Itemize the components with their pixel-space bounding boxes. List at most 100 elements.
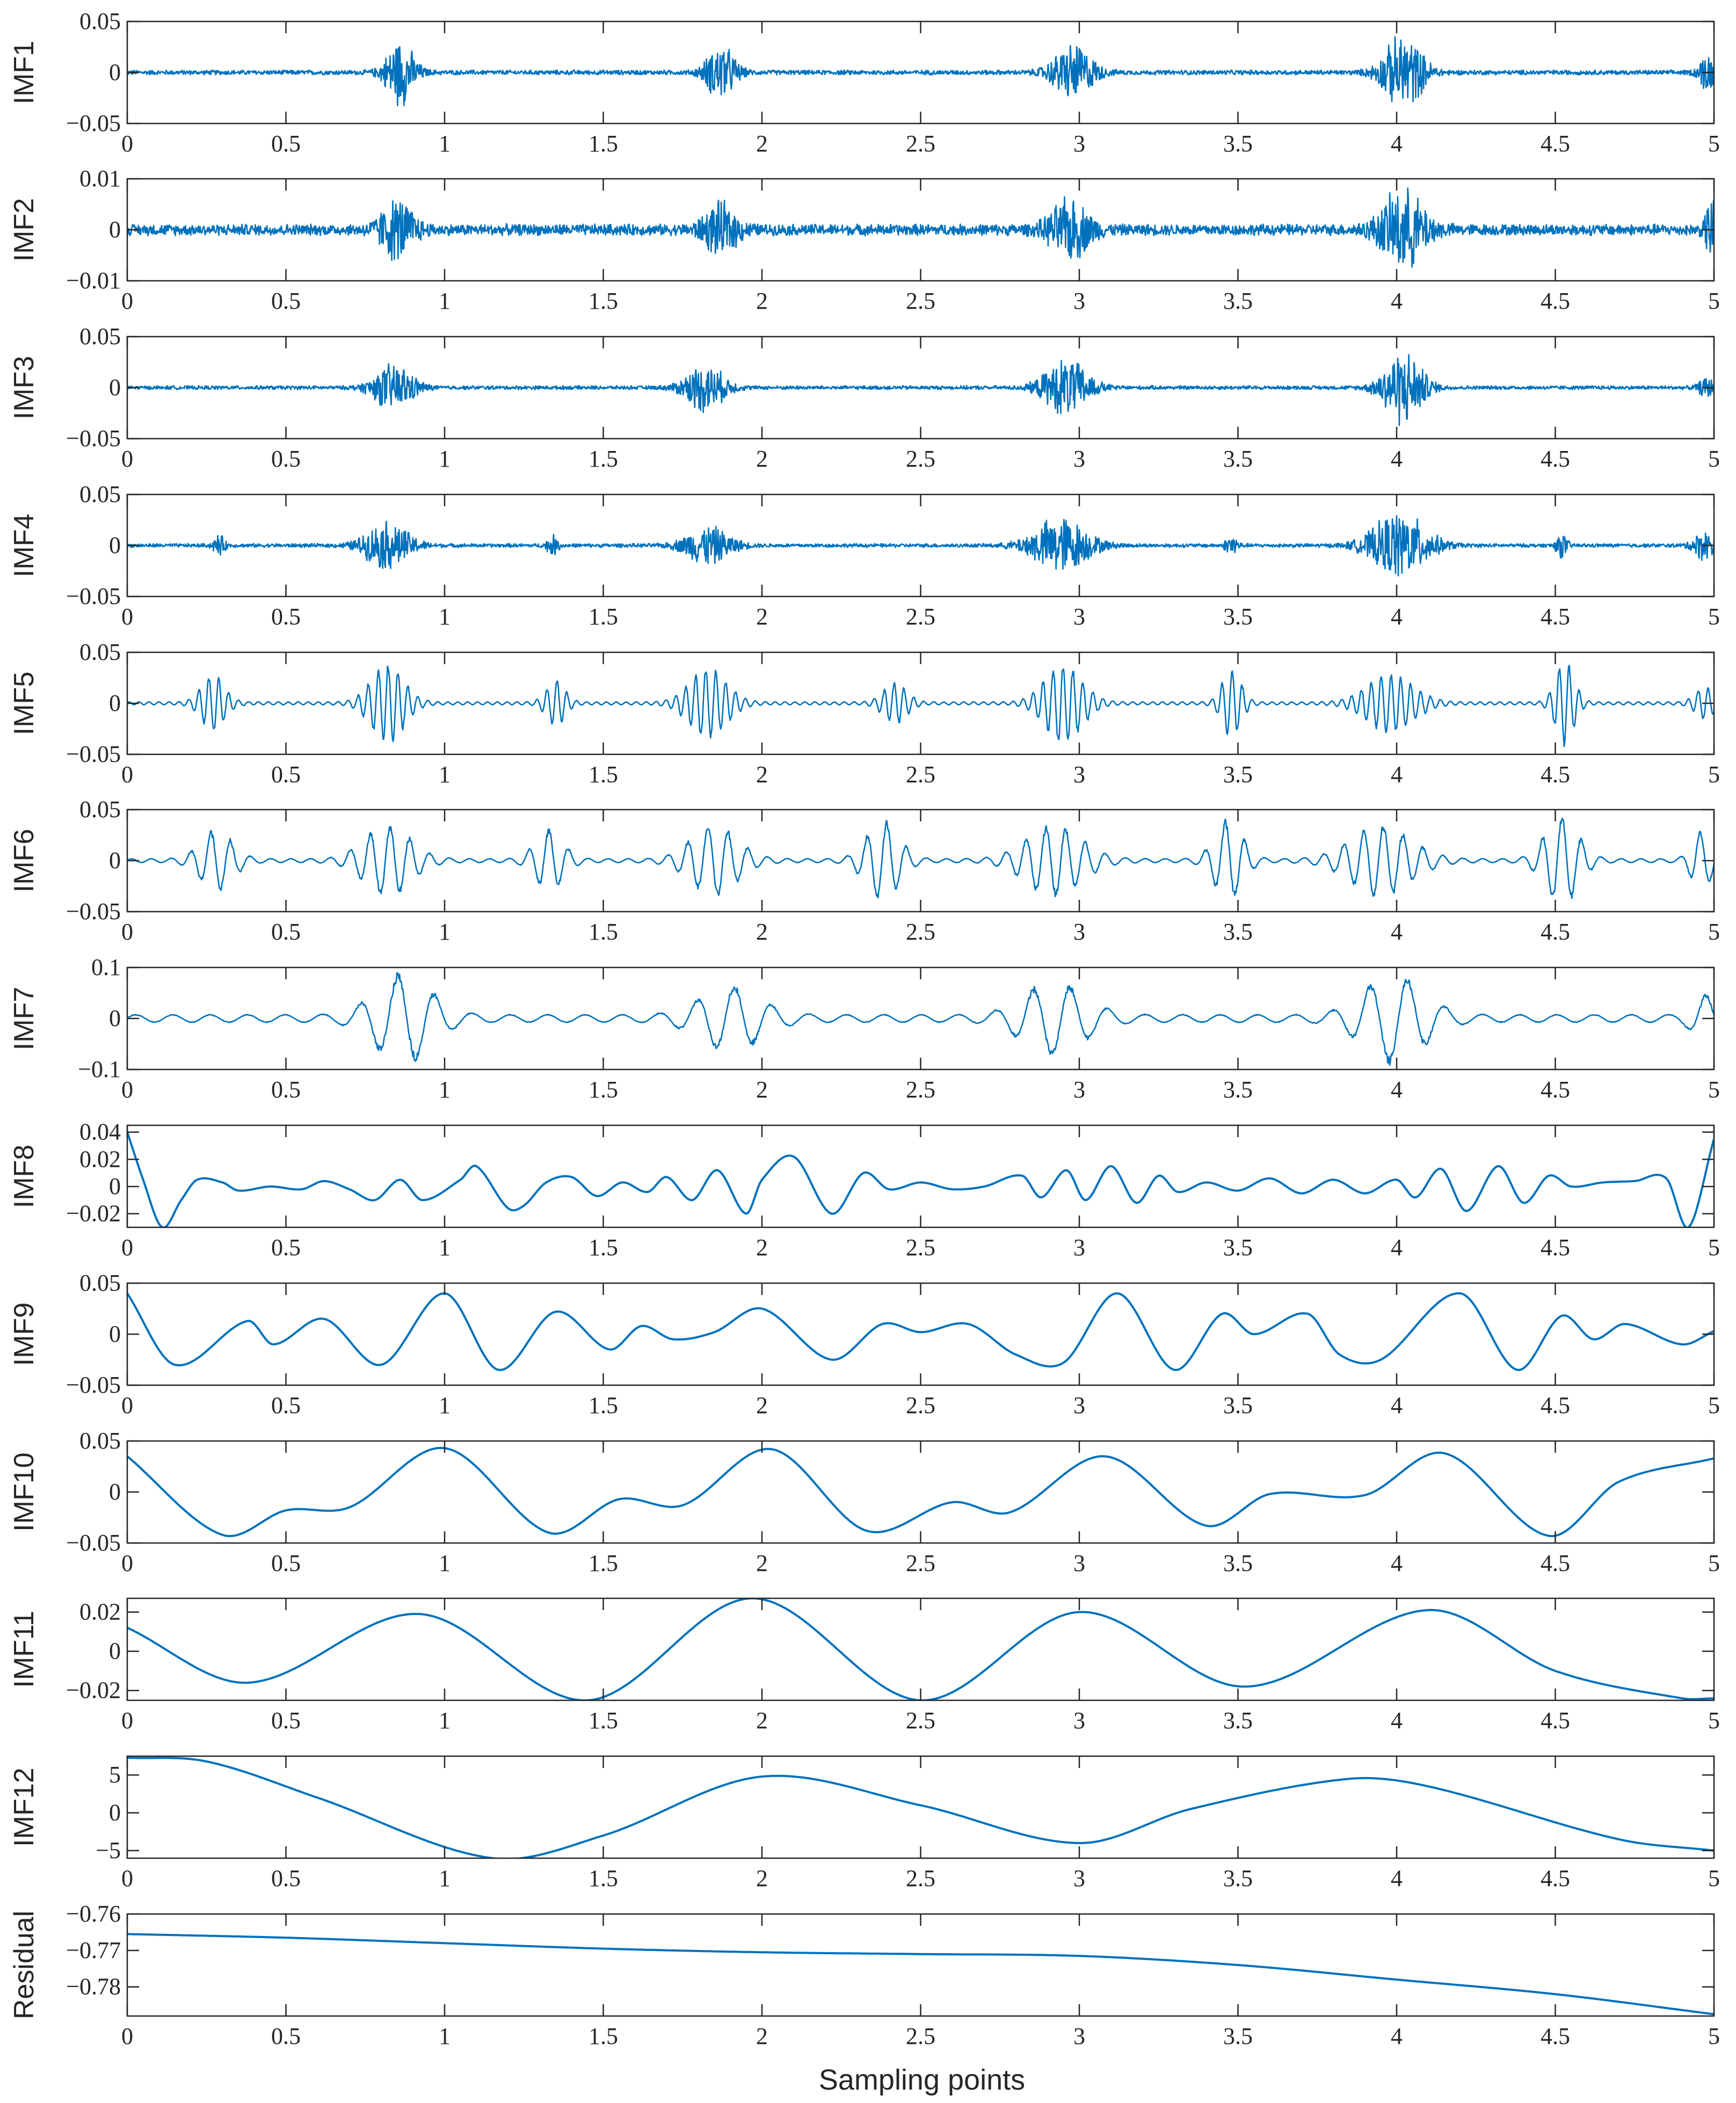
x-tick-label: 4.5 (1541, 446, 1570, 472)
series-line-imf5 (127, 665, 1714, 747)
series-line-imf2 (127, 187, 1714, 268)
y-tick-label: −0.76 (66, 1901, 121, 1927)
x-tick-label: 2.5 (906, 2023, 935, 2049)
y-tick-label: 0.05 (79, 1270, 121, 1296)
x-tick-label: 2.5 (906, 1234, 935, 1261)
x-tick-label: 3 (1073, 2023, 1085, 2049)
y-tick-label: 0 (109, 1800, 121, 1826)
x-tick-label: 5 (1708, 603, 1720, 630)
x-tick-label: 4.5 (1541, 130, 1570, 157)
x-tick-label: 2.5 (906, 130, 935, 157)
x-tick-label: 0.5 (271, 130, 301, 157)
x-tick-label: 3 (1073, 1392, 1085, 1418)
x-tick-label: 3.5 (1223, 761, 1253, 788)
x-tick-label: 3.5 (1223, 1550, 1253, 1576)
x-tick-label: 0 (121, 603, 133, 630)
x-tick-label: 2 (756, 1865, 768, 1891)
x-tick-label: 3 (1073, 1234, 1085, 1261)
x-tick-label: 1 (439, 446, 451, 472)
x-tick-label: 3 (1073, 919, 1085, 945)
x-tick-label: 1 (439, 1234, 451, 1261)
x-tick-label: 1.5 (589, 288, 618, 314)
x-tick-label: 5 (1708, 1076, 1720, 1103)
x-tick-label: 2 (756, 761, 768, 788)
x-tick-label: 4 (1391, 761, 1403, 788)
x-tick-label: 4.5 (1541, 761, 1570, 788)
y-tick-label: −0.78 (66, 1974, 121, 2000)
x-tick-label: 2 (756, 1234, 768, 1261)
y-tick-label: 0 (109, 1173, 121, 1199)
y-axis-label: IMF4 (9, 514, 40, 577)
series-line-imf3 (127, 354, 1714, 426)
x-tick-label: 1 (439, 603, 451, 630)
x-tick-label: 4 (1391, 446, 1403, 472)
x-tick-label: 1 (439, 761, 451, 788)
x-tick-label: 4 (1391, 1076, 1403, 1103)
y-axis-label: IMF8 (9, 1145, 40, 1208)
series-line-imf4 (127, 515, 1714, 577)
x-tick-label: 1 (439, 1076, 451, 1103)
x-tick-label: 5 (1708, 1392, 1720, 1418)
x-tick-label: 1.5 (589, 1550, 618, 1576)
x-tick-label: 0.5 (271, 1707, 301, 1734)
x-tick-label: 1.5 (589, 1392, 618, 1418)
x-tick-label: 2 (756, 446, 768, 472)
x-tick-label: 3.5 (1223, 1392, 1253, 1418)
x-tick-label: 0 (121, 919, 133, 945)
series-line-imf9 (127, 1292, 1714, 1371)
x-tick-label: 3.5 (1223, 2023, 1253, 2049)
y-axis-label: IMF6 (9, 829, 40, 892)
x-tick-label: 3.5 (1223, 446, 1253, 472)
series-line-imf12 (127, 1756, 1714, 1858)
x-tick-label: 2.5 (906, 1392, 935, 1418)
x-tick-label: 4 (1391, 1550, 1403, 1576)
x-tick-label: 4 (1391, 1234, 1403, 1261)
x-tick-label: 2.5 (906, 1865, 935, 1891)
x-tick-label: 1.5 (589, 919, 618, 945)
x-tick-label: 1 (439, 1392, 451, 1418)
y-tick-label: 0 (109, 690, 121, 716)
y-tick-label: −0.05 (66, 1372, 121, 1398)
y-tick-label: 0 (109, 1321, 121, 1347)
x-tick-label: 1.5 (589, 130, 618, 157)
x-tick-label: 3.5 (1223, 288, 1253, 314)
x-tick-label: 1.5 (589, 1707, 618, 1734)
y-axis-label: IMF1 (9, 41, 40, 104)
x-tick-label: 5 (1708, 1707, 1720, 1734)
x-tick-label: 2 (756, 919, 768, 945)
x-tick-label: 0.5 (271, 1550, 301, 1576)
x-tick-label: 1 (439, 2023, 451, 2049)
y-axis-label: IMF3 (9, 356, 40, 419)
x-tick-label: 3 (1073, 1076, 1085, 1103)
y-tick-label: 0.01 (79, 165, 121, 192)
x-tick-label: 5 (1708, 1234, 1720, 1261)
x-tick-label: 1.5 (589, 761, 618, 788)
y-tick-label: −0.1 (78, 1056, 121, 1082)
x-tick-label: 4 (1391, 919, 1403, 945)
y-tick-label: 0.02 (79, 1146, 121, 1172)
x-tick-label: 3.5 (1223, 919, 1253, 945)
x-tick-label: 4.5 (1541, 1707, 1570, 1734)
x-tick-label: 0 (121, 130, 133, 157)
series-line-imf11 (127, 1598, 1714, 1700)
x-tick-label: 5 (1708, 1865, 1720, 1891)
y-tick-label: −5 (96, 1837, 121, 1864)
x-tick-label: 4 (1391, 2023, 1403, 2049)
x-tick-label: 2 (756, 1392, 768, 1418)
y-tick-label: −0.05 (66, 583, 121, 609)
x-tick-label: 0 (121, 1234, 133, 1261)
x-tick-label: 4.5 (1541, 288, 1570, 314)
x-tick-label: 0.5 (271, 1076, 301, 1103)
x-tick-label: 1.5 (589, 1234, 618, 1261)
x-tick-label: 3 (1073, 446, 1085, 472)
x-tick-label: 0 (121, 1550, 133, 1576)
series-line-imf7 (127, 972, 1714, 1066)
x-tick-label: 3 (1073, 1550, 1085, 1576)
x-tick-label: 1.5 (589, 1076, 618, 1103)
y-tick-label: 0 (109, 374, 121, 401)
